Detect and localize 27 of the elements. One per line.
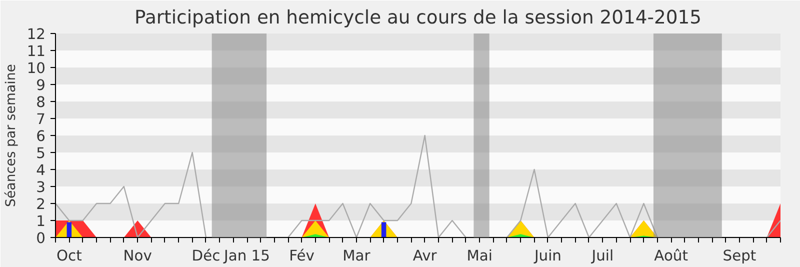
x-tick-label: Juin bbox=[533, 248, 562, 264]
y-tick-label: 3 bbox=[36, 179, 46, 196]
y-tick-label: 6 bbox=[36, 128, 46, 145]
x-tick-label: Juil bbox=[590, 248, 614, 264]
y-tick-label: 8 bbox=[36, 94, 46, 111]
x-tick-label: Mai bbox=[466, 248, 492, 264]
x-tick-label: Déc bbox=[192, 248, 220, 264]
y-tick-label: 12 bbox=[26, 26, 46, 43]
x-tick-label: Août bbox=[654, 248, 688, 264]
y-tick-label: 0 bbox=[36, 230, 46, 247]
x-tick-label: Nov bbox=[123, 248, 152, 264]
x-tick-label: Oct bbox=[56, 248, 82, 264]
x-tick-label: Avr bbox=[412, 248, 438, 264]
y-tick-label: 4 bbox=[36, 162, 46, 179]
chart-title: Participation en hemicycle au cours de la session 2014-2015 bbox=[134, 8, 702, 28]
x-tick-label: Jan 15 bbox=[223, 248, 270, 264]
x-tick-label: Fév bbox=[289, 248, 315, 264]
x-tick-label: Mar bbox=[342, 248, 372, 264]
y-tick-label: 7 bbox=[36, 111, 46, 128]
x-tick-label: Sept bbox=[722, 248, 756, 264]
y-tick-label: 5 bbox=[36, 145, 46, 162]
y-tick-label: 2 bbox=[36, 196, 46, 213]
y-tick-label: 10 bbox=[26, 60, 46, 77]
y-tick-label: 11 bbox=[26, 43, 46, 60]
y-tick-label: 1 bbox=[36, 213, 46, 230]
y-axis-title: Séances par semaine bbox=[4, 64, 19, 207]
y-tick-label: 9 bbox=[36, 77, 46, 94]
